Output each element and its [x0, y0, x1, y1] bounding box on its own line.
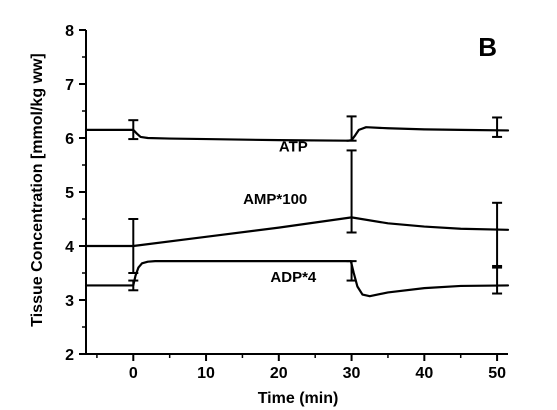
error-bar-adp-4 — [492, 266, 503, 295]
x-tick-label: 40 — [415, 365, 433, 382]
x-axis-title: Time (min) — [258, 390, 339, 407]
x-tick-label: 10 — [197, 365, 215, 382]
y-tick-label: 8 — [65, 23, 74, 40]
y-tick-label: 3 — [65, 293, 74, 310]
annotations: ATP AMP*100 ADP*4 — [243, 139, 317, 287]
y-tick-label: 5 — [65, 185, 74, 202]
panel-label: B — [478, 32, 497, 62]
series-line-amp-100 — [84, 216, 510, 248]
error-bar-atp — [492, 116, 503, 138]
error-bar-adp-4 — [346, 260, 357, 282]
error-bar-atp — [128, 119, 139, 141]
x-tick-label: 30 — [343, 365, 361, 382]
error-bar-atp — [346, 115, 357, 142]
y-axis-title: Tissue Concentration [mmol/kg ww] — [29, 53, 46, 327]
series-label-adp-4: ADP*4 — [270, 269, 317, 286]
x-tick-label: 20 — [270, 365, 288, 382]
error-bar-adp-4 — [128, 279, 139, 292]
axes: 2 3 4 5 6 7 8 0 10 20 30 40 50 — [65, 23, 508, 382]
y-tick-label: 7 — [65, 77, 74, 94]
series-label-atp: ATP — [279, 139, 308, 156]
x-tick-label: 50 — [488, 365, 506, 382]
series-atp — [84, 115, 510, 142]
y-tick-label: 2 — [65, 347, 74, 364]
series-adp-4 — [84, 260, 510, 298]
series-amp-100 — [84, 149, 510, 274]
series-line-adp-4 — [84, 260, 510, 298]
y-tick-label: 4 — [65, 239, 74, 256]
y-tick-label: 6 — [65, 131, 74, 148]
series-label-amp-100: AMP*100 — [243, 191, 307, 208]
error-bar-amp-100 — [492, 201, 503, 267]
series-layer — [84, 115, 510, 298]
error-bar-amp-100 — [346, 149, 357, 234]
x-tick-label: 0 — [129, 365, 138, 382]
